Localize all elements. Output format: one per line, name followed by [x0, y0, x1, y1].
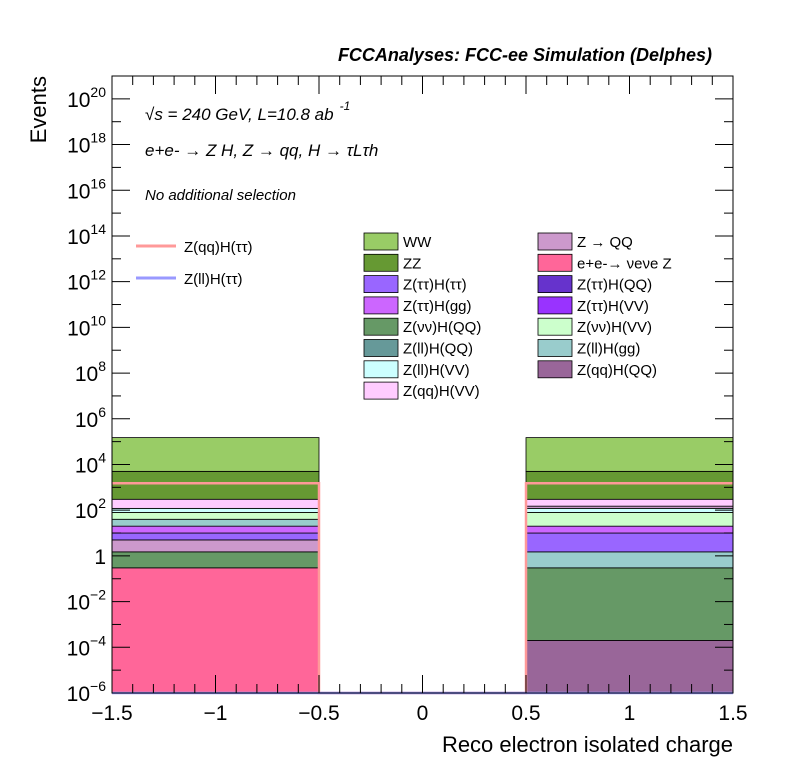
chart-title: FCCAnalyses: FCC-ee Simulation (Delphes) [338, 45, 712, 65]
bar-z-h-vv-bin-0 [111, 511, 320, 520]
y-tick-label: 1018 [67, 130, 106, 158]
selection-annotation: No additional selection [145, 187, 296, 204]
y-tick-label: 1020 [67, 84, 106, 112]
legend-swatch-ww [363, 232, 399, 251]
legend-label: Z(ττ)H(gg) [403, 298, 472, 315]
axes: −1.5 −1 −0.5 0 0.5 1 1.5 10−6 10−4 10−2 1 102 104 106… [67, 76, 748, 725]
bar-z-h-gg-bin-0 [111, 525, 320, 534]
legend-label: Z(ll)H(VV) [403, 362, 470, 379]
bar-z-ll-h-gg-bin-0 [111, 518, 320, 527]
legend-swatch-z-qq-h-vv [363, 381, 399, 400]
bar-z-ll-h-gg-bin-2 [525, 551, 734, 569]
legend-swatch-z-ll-h-qq [363, 339, 399, 357]
y-axis-label: Events [26, 76, 51, 143]
legend-label: e+e-→ νeνe Z [577, 255, 672, 272]
legend-label: Z(νν)H(VV) [577, 319, 652, 336]
histogram-stack [111, 437, 734, 694]
legend-label: Z(ττ)H(VV) [577, 298, 649, 315]
x-tick-label: 1 [624, 702, 636, 725]
legend-label: Z(qq)H(QQ) [577, 362, 657, 379]
y-tick-label: 106 [75, 404, 106, 432]
legend-swatch-z-h-qq [537, 275, 573, 294]
x-tick-label: −1.5 [91, 702, 132, 725]
bar-z-h-gg-bin-2 [525, 525, 734, 534]
x-tick-label: −1 [204, 702, 228, 725]
bar-e-e-e-e-z-bin-0 [111, 567, 320, 694]
legend-swatch-z-h-gg [363, 296, 399, 315]
y-tick-label: 10−6 [67, 678, 107, 706]
y-tick-label: 108 [75, 358, 106, 386]
y-tick-label: 102 [75, 495, 106, 523]
bar-z-h-qq-bin-0 [111, 551, 320, 569]
bar-z-h-bin-0 [111, 532, 320, 541]
legend-swatch-z-h [363, 275, 399, 294]
bar-zz-bin-2 [525, 470, 734, 500]
bar-z-qq-h-vv-bin-2 [525, 498, 734, 507]
legend-swatch-z-ll-h-vv [363, 360, 399, 379]
legend-label: Z → QQ [577, 234, 633, 251]
legend-label: Z(ll)H(ττ) [184, 271, 243, 288]
y-tick-label: 10−4 [67, 632, 107, 660]
legend-label: Z(ττ)H(ττ) [403, 277, 467, 294]
bar-ww-bin-2 [525, 437, 734, 472]
y-tick-label: 104 [75, 449, 106, 477]
bar-z-h-bin-2 [525, 532, 734, 553]
legend-swatch-z-qq-h-qq [537, 360, 573, 379]
legend-label: ZZ [403, 255, 421, 272]
bar-ww-bin-0 [111, 437, 320, 472]
y-tick-label: 10−2 [67, 587, 107, 615]
legend-swatch-z-h-vv [537, 296, 573, 315]
bar-zz-bin-0 [111, 470, 320, 500]
legend-label: Z(ττ)H(QQ) [577, 277, 652, 294]
svg-text:√s = 240 GeV, L=10.8 ab-1: √s = 240 GeV, L=10.8 ab -1 [145, 99, 350, 124]
process-annotation: e+e- → Z H, Z → qq, H → τLτh [145, 141, 378, 160]
legend-swatch-e-e-e-e-z [537, 253, 573, 272]
legend-label: Z(νν)H(QQ) [403, 319, 481, 336]
energy-annotation: √s = 240 GeV, L=10.8 ab [145, 105, 334, 124]
x-tick-label: 1.5 [718, 702, 747, 725]
bar-z-qq-bin-0 [111, 539, 320, 553]
y-tick-label: 1 [94, 546, 106, 569]
y-tick-label: 1010 [67, 312, 106, 340]
y-tick-label: 1012 [67, 267, 106, 295]
legend-label: Z(qq)H(ττ) [184, 239, 253, 256]
y-tick-label: 1016 [67, 175, 106, 203]
y-tick-label: 1014 [67, 221, 106, 249]
legend-swatch-z-h-vv [537, 317, 573, 336]
legend-label: Z(ll)H(QQ) [403, 341, 473, 358]
bar-z-h-qq-bin-2 [525, 567, 734, 641]
legend-swatch-z-h-qq [363, 317, 399, 336]
legend-label: Z(qq)H(VV) [403, 383, 480, 400]
bar-z-ll-h-vv-bin-2 [525, 507, 734, 513]
legend-label: WW [403, 234, 432, 251]
legend-swatch-z-qq [537, 232, 573, 251]
bar-z-ll-h-vv-bin-0 [111, 507, 320, 513]
legend-swatch-zz [363, 253, 399, 272]
energy-annotation-exponent: -1 [340, 99, 351, 113]
x-tick-label: −0.5 [298, 702, 339, 725]
x-tick-label: 0 [417, 702, 429, 725]
legend-label: Z(ll)H(gg) [577, 341, 640, 358]
bar-z-qq-h-vv-bin-0 [111, 498, 320, 509]
bar-z-h-vv-bin-2 [525, 511, 734, 527]
x-axis-label: Reco electron isolated charge [442, 732, 733, 757]
legend-swatch-z-ll-h-gg [537, 339, 573, 357]
x-tick-label: 0.5 [511, 702, 540, 725]
annotations: √s = 240 GeV, L=10.8 ab -1 e+e- → Z H, Z … [145, 99, 378, 204]
legend: Z(qq)H(ττ) Z(ll)H(ττ) WW Z → QQ ZZ e+e-→ νeνe… [136, 232, 672, 400]
